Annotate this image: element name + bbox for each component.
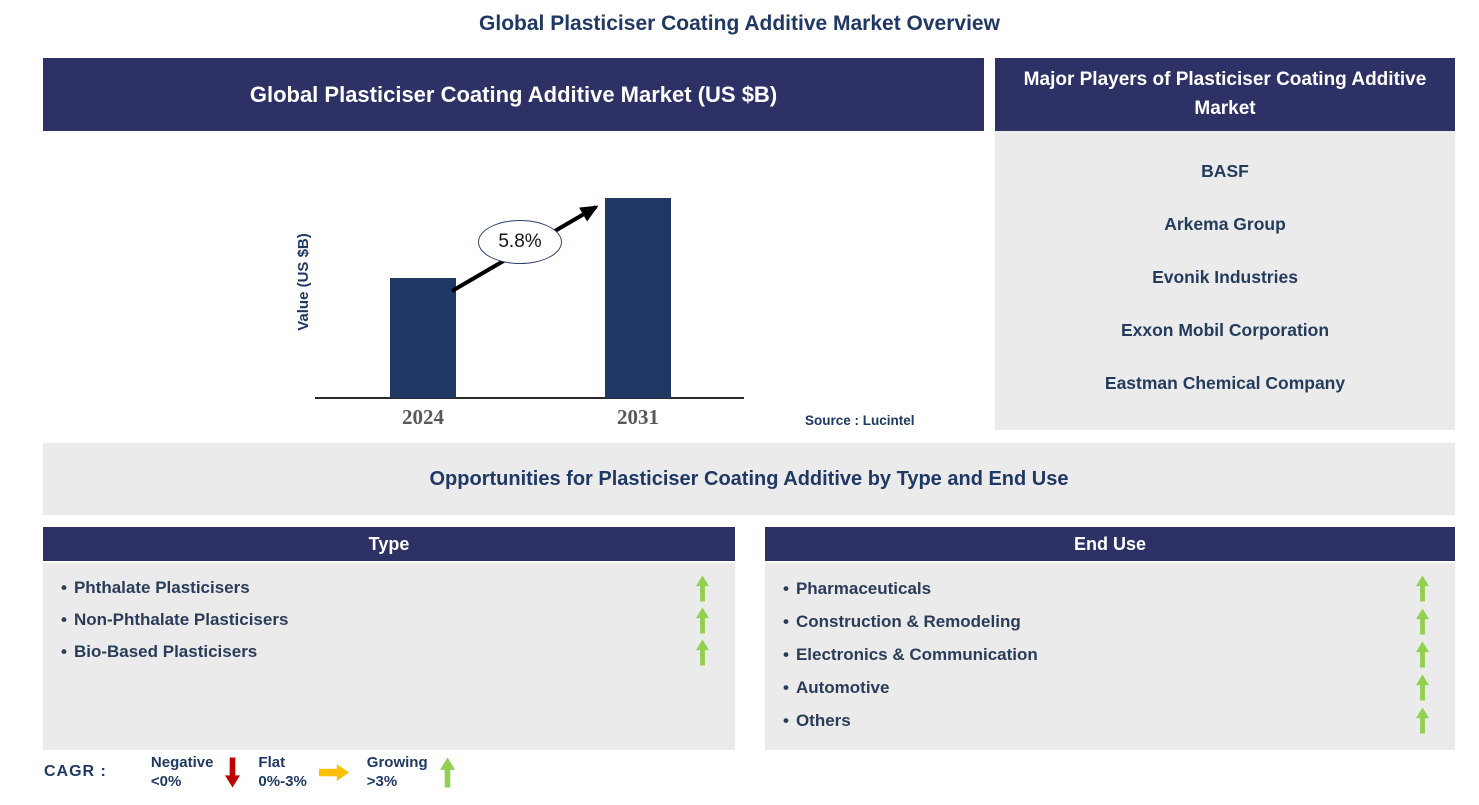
player-item: Eastman Chemical Company	[1104, 373, 1346, 393]
bullet-icon: •	[783, 677, 789, 697]
end-use-panel-header: End Use	[765, 527, 1455, 561]
bar-2031	[605, 198, 671, 398]
growing-up-arrow-icon	[696, 575, 709, 601]
x-tick-label: 2024	[402, 405, 444, 429]
player-item: BASF	[1201, 161, 1249, 181]
bullet-icon: •	[61, 610, 67, 629]
cagr-legend-label: CAGR :	[44, 763, 107, 780]
bar-chart: Value (US $B) 2024 2031 5.8% Source : Luc…	[43, 131, 984, 443]
end-use-item: • Pharmaceuticals	[765, 572, 1455, 605]
legend-entry-text: Flat 0%-3%	[258, 753, 306, 791]
growing-up-arrow-icon-shape	[696, 607, 709, 633]
legend-entry-name: Growing	[366, 754, 428, 771]
growing-up-arrow-icon	[1416, 707, 1429, 734]
page-title: Global Plasticiser Coating Additive Mark…	[479, 12, 1000, 35]
type-panel-list: • Phthalate Plasticisers • Non-Phthalate Pl…	[43, 563, 735, 750]
bullet-icon: •	[61, 642, 67, 661]
bar-2024	[390, 278, 456, 398]
growing-up-arrow-icon-shape	[696, 575, 709, 601]
legend-entry-name: Negative	[150, 754, 214, 771]
growth-trend-arrow-icon	[450, 205, 599, 293]
chart-panel-header: Global Plasticiser Coating Additive Mark…	[43, 58, 984, 131]
bullet-icon: •	[61, 578, 67, 597]
legend-entry-range: >3%	[366, 773, 398, 790]
legend-entry-text: Growing >3%	[367, 753, 428, 791]
type-item: • Phthalate Plasticisers	[43, 572, 735, 604]
player-item: Evonik Industries	[1152, 267, 1298, 287]
legend-entry-name: Flat	[258, 754, 286, 771]
growing-up-arrow-icon	[1416, 641, 1429, 668]
growing-up-arrow-icon	[696, 607, 709, 633]
up-arrow-icon	[439, 757, 455, 787]
type-item-text: Non-Phthalate Plasticisers	[73, 610, 289, 629]
type-item: • Non-Phthalate Plasticisers	[43, 604, 735, 636]
growing-up-arrow-icon-shape	[1416, 575, 1429, 602]
opportunities-banner: Opportunities for Plasticiser Coating Ad…	[43, 443, 1455, 515]
end-use-item: • Construction & Remodeling	[765, 605, 1455, 638]
end-use-item-text: Construction & Remodeling	[795, 611, 1021, 631]
end-use-item-label: • Construction & Remodeling	[783, 612, 1021, 632]
major-players-list: BASF Arkema Group Evonik Industries Exxon M…	[995, 131, 1455, 430]
growing-up-arrow-icon-shape	[696, 639, 709, 665]
end-use-item-label: • Electronics & Communication	[783, 645, 1038, 665]
type-item-text: Bio-Based Plasticisers	[73, 642, 258, 661]
end-use-item-text: Automotive	[795, 677, 890, 697]
bullet-icon: •	[783, 644, 789, 664]
cagr-value: 5.8%	[498, 231, 542, 252]
cagr-legend-entries: Negative <0% Flat 0%-3% Growing >3%	[151, 753, 473, 791]
cagr-callout: 5.8%	[478, 220, 562, 264]
legend-entry-growing: Growing >3%	[367, 753, 455, 791]
growing-up-arrow-icon-shape	[1416, 641, 1429, 668]
major-players-header: Major Players of Plasticiser Coating Add…	[995, 58, 1455, 131]
right-arrow-icon	[318, 763, 349, 781]
legend-entry-range: 0%-3%	[258, 773, 307, 790]
bullet-icon: •	[783, 710, 789, 730]
end-use-item-text: Pharmaceuticals	[795, 578, 932, 598]
legend-entry-flat: Flat 0%-3%	[258, 753, 349, 791]
end-use-item-text: Others	[795, 710, 851, 730]
player-item: Exxon Mobil Corporation	[1120, 320, 1330, 340]
end-use-item-label: • Pharmaceuticals	[783, 579, 931, 599]
end-use-panel-list: • Pharmaceuticals • Construction & Remodeli…	[765, 563, 1455, 750]
legend-entry-negative: Negative <0%	[151, 753, 241, 791]
type-item-label: • Phthalate Plasticisers	[61, 578, 250, 598]
end-use-item: • Others	[765, 704, 1455, 737]
type-item: • Bio-Based Plasticisers	[43, 636, 735, 668]
x-axis-line	[315, 397, 744, 399]
growing-up-arrow-icon-shape	[1416, 707, 1429, 734]
type-item-label: • Bio-Based Plasticisers	[61, 642, 257, 662]
x-tick-label: 2031	[617, 405, 659, 429]
growing-up-arrow-icon	[1416, 608, 1429, 635]
type-panel-header: Type	[43, 527, 735, 561]
end-use-item-text: Electronics & Communication	[795, 644, 1038, 664]
growing-up-arrow-icon-shape	[1416, 608, 1429, 635]
growing-up-arrow-icon	[696, 639, 709, 665]
growing-up-arrow-icon	[1416, 575, 1429, 602]
bullet-icon: •	[783, 611, 789, 631]
end-use-item: • Automotive	[765, 671, 1455, 704]
type-item-label: • Non-Phthalate Plasticisers	[61, 610, 288, 630]
legend-entry-range: <0%	[150, 773, 182, 790]
end-use-item-label: • Automotive	[783, 678, 889, 698]
bullet-icon: •	[783, 578, 789, 598]
end-use-item-label: • Others	[783, 711, 851, 731]
cagr-legend: CAGR : Negative <0% Flat 0%-3% Growing >3%	[44, 753, 473, 791]
up-arrow-icon-shape	[439, 757, 455, 787]
player-item: Arkema Group	[1164, 214, 1286, 234]
down-arrow-icon	[225, 757, 241, 787]
right-arrow-icon-shape	[318, 763, 349, 781]
source-label: Source : Lucintel	[805, 413, 915, 428]
growing-up-arrow-icon	[1416, 674, 1429, 701]
end-use-item: • Electronics & Communication	[765, 638, 1455, 671]
growing-up-arrow-icon-shape	[1416, 674, 1429, 701]
legend-entry-text: Negative <0%	[151, 753, 214, 791]
down-arrow-icon-shape	[225, 757, 241, 787]
type-item-text: Phthalate Plasticisers	[73, 578, 250, 597]
